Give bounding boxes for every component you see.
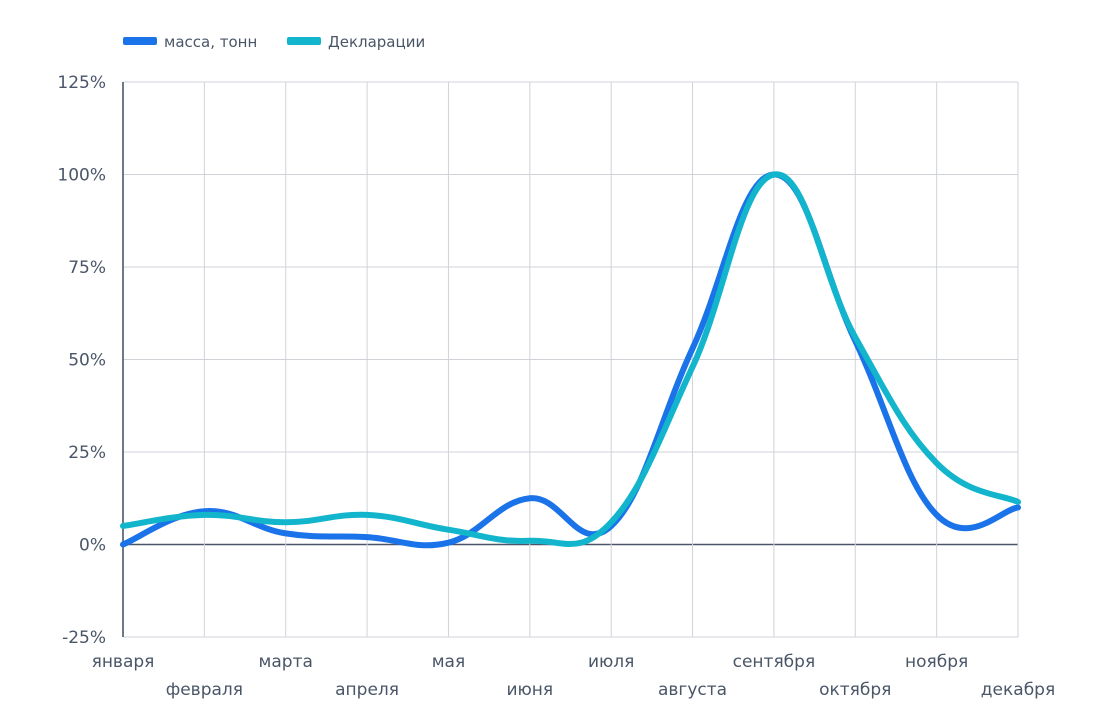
y-tick-label: -25% <box>62 628 106 648</box>
series-lines <box>120 171 1021 549</box>
legend-swatch <box>287 37 321 45</box>
x-tick-label: июня <box>506 680 553 700</box>
x-tick-label: декабря <box>981 680 1055 700</box>
gridlines <box>123 81 1019 638</box>
x-tick-label: мая <box>432 652 465 672</box>
x-tick-label: марта <box>259 652 313 672</box>
x-axis-labels: января февраля марта апреля мая июня июля авгус… <box>92 652 1056 700</box>
series-line-2 <box>120 171 1021 547</box>
x-tick-label: октября <box>819 680 891 700</box>
legend-swatch <box>123 37 157 45</box>
legend: масса, тонн Декларации <box>123 33 425 51</box>
y-tick-label: 75% <box>68 258 106 278</box>
x-tick-label: сентября <box>733 652 816 672</box>
y-tick-label: 25% <box>68 443 106 463</box>
legend-label: масса, тонн <box>164 33 257 51</box>
y-tick-label: 125% <box>57 73 106 93</box>
x-tick-label: ноября <box>905 652 968 672</box>
x-tick-label: февраля <box>166 680 243 700</box>
legend-label: Декларации <box>328 33 425 51</box>
y-tick-label: 50% <box>68 351 106 371</box>
y-tick-label: 0% <box>79 536 106 556</box>
y-tick-label: 100% <box>57 166 106 186</box>
y-axis-labels: 125% 100% 75% 50% 25% 0% -25% <box>57 73 106 648</box>
x-tick-label: января <box>92 652 155 672</box>
x-tick-label: апреля <box>335 680 399 700</box>
x-tick-label: августа <box>658 680 727 700</box>
x-tick-label: июля <box>588 652 634 672</box>
